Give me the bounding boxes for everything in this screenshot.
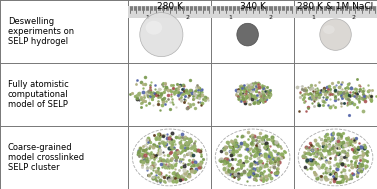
Text: 2: 2 <box>351 15 355 20</box>
Ellipse shape <box>237 23 258 46</box>
Text: 280 K & 1M NaCl: 280 K & 1M NaCl <box>297 2 374 11</box>
Ellipse shape <box>323 25 335 34</box>
Text: Coarse-grained
model crosslinked
SELP cluster: Coarse-grained model crosslinked SELP cl… <box>8 143 84 172</box>
Text: 1: 1 <box>311 15 315 20</box>
Text: Deswelling
experiments on
SELP hydrogel: Deswelling experiments on SELP hydrogel <box>8 17 74 46</box>
Text: 1: 1 <box>228 15 232 20</box>
Text: 1: 1 <box>146 15 149 20</box>
Text: 2: 2 <box>185 15 189 20</box>
Ellipse shape <box>320 19 351 50</box>
Text: 280 K: 280 K <box>157 2 182 11</box>
Bar <box>128 6 211 18</box>
Text: Fully atomistic
computational
model of SELP: Fully atomistic computational model of S… <box>8 80 69 109</box>
Bar <box>211 6 294 18</box>
Ellipse shape <box>140 13 183 57</box>
Bar <box>294 6 377 18</box>
Text: 340 K: 340 K <box>240 2 265 11</box>
Text: 2: 2 <box>268 15 272 20</box>
Ellipse shape <box>146 21 162 35</box>
